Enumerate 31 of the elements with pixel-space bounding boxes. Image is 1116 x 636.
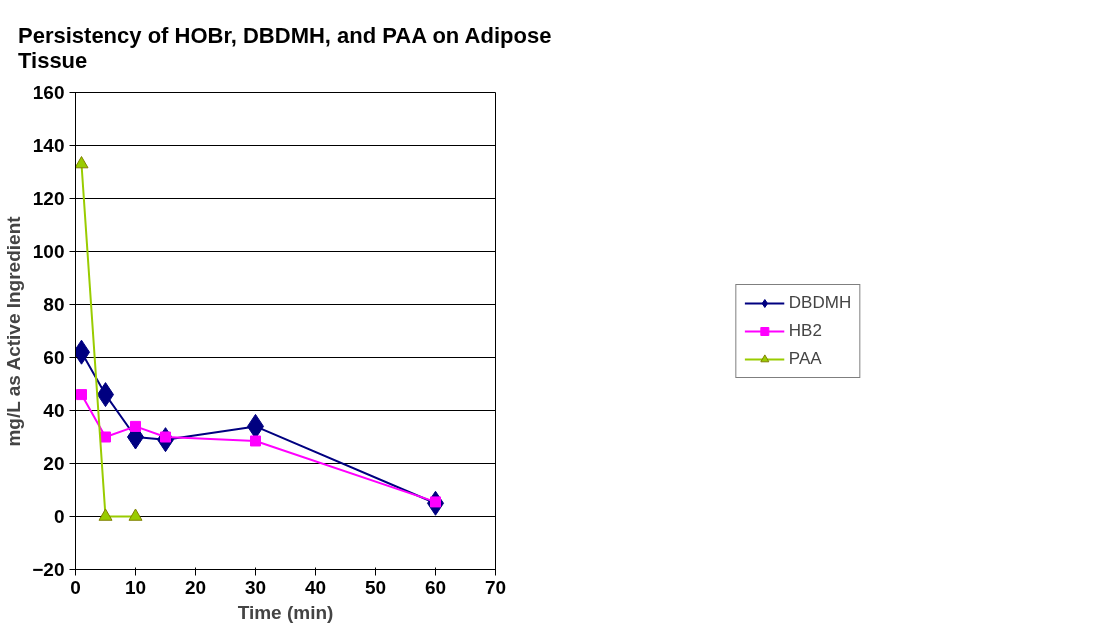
x-tick-label: 70: [484, 576, 507, 598]
y-tick-label: 160: [32, 82, 65, 103]
legend-label: HB2: [788, 320, 822, 341]
y-tick-label: 120: [32, 188, 65, 209]
y-tick-label: −20: [32, 559, 65, 580]
chart-title: Persistency of HOBr, DBDMH, and PAA on Adipose Tissue: [18, 22, 552, 73]
point: [98, 508, 113, 521]
point: [76, 389, 87, 401]
x-tick-label: 30: [244, 576, 267, 598]
y-tick-label: 40: [43, 400, 65, 421]
x-tick-label: 20: [184, 576, 207, 598]
y-tick-label: 80: [43, 294, 65, 315]
x-tick-label: 0: [70, 576, 81, 598]
x-tick-label: 10: [124, 576, 147, 598]
legend-label: DBDMH: [788, 292, 852, 313]
x-tick-label: 60: [424, 576, 447, 598]
point: [250, 435, 261, 447]
y-tick-label: 60: [43, 347, 65, 368]
point: [75, 156, 89, 169]
point: [130, 420, 141, 432]
y-axis-title: mg/L as Active Ingredient: [3, 215, 25, 447]
x-tick-label: 50: [364, 576, 387, 598]
point: [100, 431, 111, 443]
y-tick-label: 140: [32, 135, 65, 156]
legend-label: PAA: [788, 348, 822, 369]
x-axis-title: Time (min): [237, 601, 334, 623]
point: [128, 508, 143, 521]
y-tick-label: 100: [32, 241, 65, 262]
y-tick-label: 0: [53, 506, 65, 527]
y-tick-label: 20: [43, 453, 65, 474]
x-tick-label: 40: [304, 576, 327, 598]
